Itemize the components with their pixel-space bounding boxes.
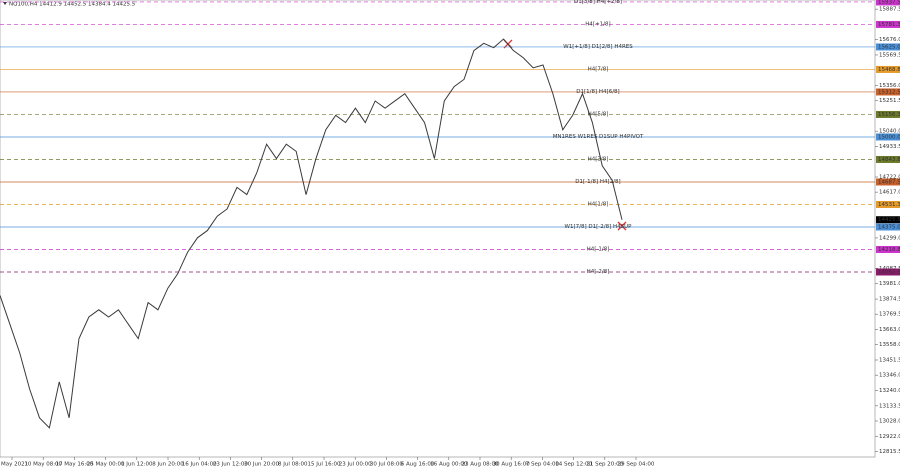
price-box — [876, 88, 900, 96]
x-tick-label: 16 Jun 04:00 — [182, 462, 217, 468]
current-price-box — [876, 216, 900, 224]
price-box — [876, 110, 900, 118]
level-text: D1[-1/8] H4[2/8] — [575, 179, 620, 185]
menu-arrow — [3, 2, 7, 5]
y-tick-label: 13133.5 — [879, 403, 900, 409]
level-text: H4[-2/8] — [587, 269, 610, 275]
price-box — [876, 43, 900, 51]
x-tick-label: 3 May 2021 — [0, 462, 28, 468]
level-text: H4[-1/8] — [587, 246, 610, 252]
x-tick-label: 8 Jul 08:00 — [278, 462, 308, 468]
price-box — [876, 245, 900, 253]
price-box — [876, 20, 900, 28]
price-box — [876, 65, 900, 73]
y-tick-label: 15569.5 — [879, 52, 900, 58]
x-tick-label: 15 Jul 16:00 — [308, 462, 341, 468]
price-box — [876, 268, 900, 276]
y-tick-label: 13451.5 — [879, 357, 900, 363]
x-tick-label: 21 Sep 20:00 — [586, 462, 623, 468]
current-price-label: 14425.5 — [878, 217, 900, 223]
level-text: H4[7/8] — [588, 66, 609, 72]
y-tick-label: 14299.0 — [879, 235, 900, 241]
price-box-label: 14843.8 — [878, 157, 900, 163]
price-box — [876, 133, 900, 141]
price-box-label: 15781.3 — [878, 22, 900, 28]
y-tick-label: 13558.0 — [879, 342, 900, 348]
x-tick-label: 30 Aug 16:00 — [493, 462, 531, 468]
x-tick-label: 16 Aug 00:00 — [430, 462, 468, 468]
price-box-label: 15937.5 — [878, 0, 900, 5]
chart-title: NQ100,H4 14412.9 14452.5 14384.4 14425.5 — [9, 2, 136, 8]
level-text: H4[5/8] — [588, 111, 609, 117]
x-tick-label: 23 Jun 12:00 — [213, 462, 248, 468]
price-box-label: 15468.8 — [878, 67, 900, 73]
x-tick-label: 7 Sep 04:00 — [526, 462, 560, 468]
level-text: D1[1/8] H4[6/8] — [576, 89, 619, 95]
price-line — [0, 38, 623, 429]
x-tick-label: 30 Jun 20:00 — [244, 462, 279, 468]
y-tick-label: 12815.5 — [879, 449, 900, 455]
y-tick-label: 15356.0 — [879, 83, 900, 89]
y-tick-label: 15676.0 — [879, 37, 900, 43]
y-tick-label: 13769.5 — [879, 312, 900, 318]
y-tick-label: 15251.5 — [879, 98, 900, 104]
y-tick-label: 15040.0 — [879, 129, 900, 135]
plot-area — [0, 0, 876, 458]
x-tick-label: 25 May 00:00 — [87, 462, 125, 468]
x-tick-label: 6 Aug 16:00 — [401, 462, 435, 468]
y-tick-label: 13240.0 — [879, 388, 900, 394]
price-box-label: 15156.3 — [878, 112, 900, 118]
x-tick-label: 8 Jun 20:00 — [152, 462, 184, 468]
price-box — [876, 200, 900, 208]
y-tick-label: 13663.0 — [879, 327, 900, 333]
x-tick-label: 14 Sep 12:00 — [555, 462, 592, 468]
price-box-label: 15625.0 — [878, 44, 900, 50]
y-tick-label: 13028.0 — [879, 418, 900, 424]
price-box — [876, 0, 900, 6]
y-tick-label: 15887.5 — [879, 7, 900, 13]
y-tick-label: 13346.0 — [879, 373, 900, 379]
x-tick-label: 23 Jul 00:00 — [339, 462, 372, 468]
price-box-label: 14062.5 — [878, 269, 900, 275]
y-tick-label: 14933.5 — [879, 144, 900, 150]
y-tick-label: 13981.0 — [879, 281, 900, 287]
price-box — [876, 178, 900, 186]
x-tick-label: 29 Sep 04:00 — [618, 462, 655, 468]
level-text: D1[3/8] H4[+2/8] — [574, 0, 622, 5]
price-box-label: 14531.3 — [878, 202, 900, 208]
x-tick-label: 1 Jun 12:00 — [121, 462, 153, 468]
price-box-label: 15000.0 — [878, 134, 900, 140]
level-text: W1[+1/8] D1[2/8] H4RES — [563, 44, 633, 50]
price-box — [876, 223, 900, 231]
y-tick-label: 12922.0 — [879, 434, 900, 440]
level-text: H4[3/8] — [588, 156, 609, 162]
price-box — [876, 155, 900, 163]
x-tick-label: 10 May 08:00 — [24, 462, 62, 468]
x-tick-label: 17 May 16:00 — [56, 462, 94, 468]
level-text: H4[+1/8] — [585, 21, 610, 27]
x-tick-label: 23 Aug 08:00 — [461, 462, 499, 468]
level-text: H4[1/8] — [588, 201, 609, 207]
price-box-label: 14687.5 — [878, 179, 900, 185]
x-tick-label: 30 Jul 08:00 — [370, 462, 403, 468]
level-text: W1[7/8] D1[-2/8] H4SUP — [565, 224, 633, 230]
y-tick-label: 14722.0 — [879, 175, 900, 181]
y-tick-label: 14617.0 — [879, 190, 900, 196]
level-text: MN1RES W1RES D1SUP H4PIVOT — [553, 134, 644, 140]
price-box-label: 14218.8 — [878, 247, 900, 253]
y-tick-label: 13874.5 — [879, 297, 900, 303]
price-box-label: 15312.5 — [878, 89, 900, 95]
price-box-label: 14375.0 — [878, 224, 900, 230]
